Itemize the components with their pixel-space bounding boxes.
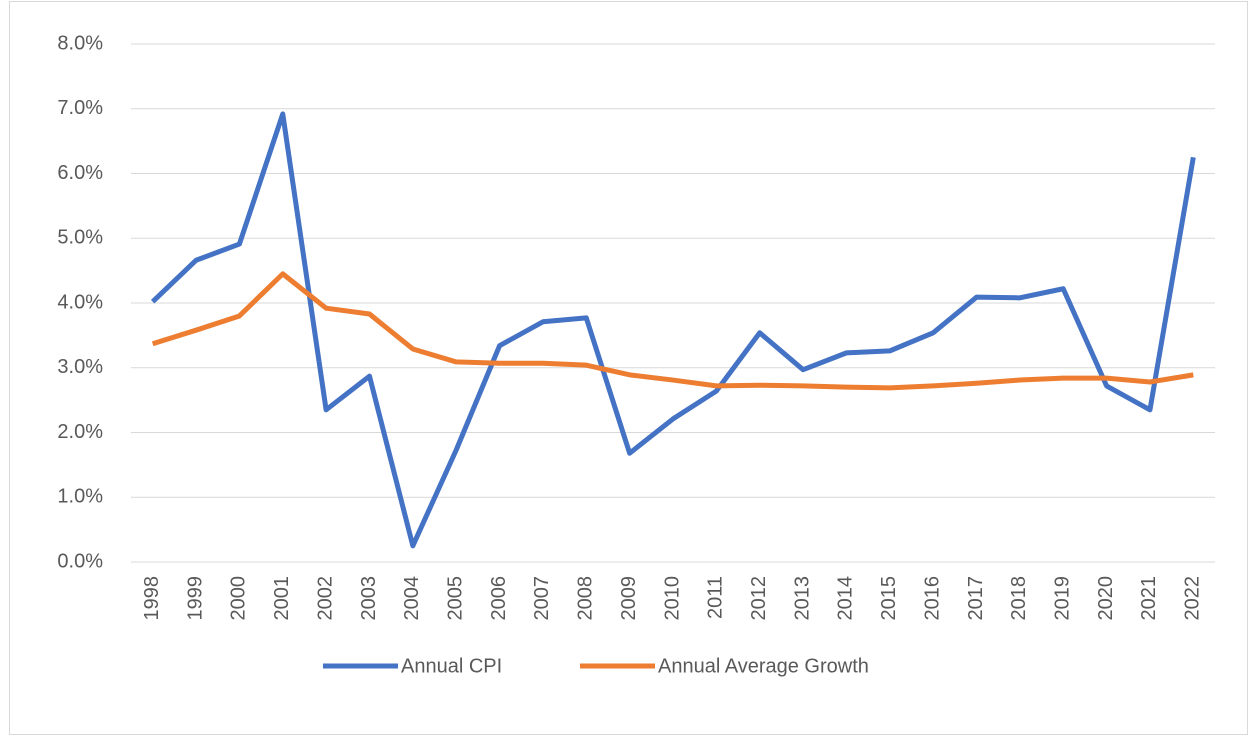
x-tick-label: 1999 [184, 576, 206, 621]
x-tick-label: 2007 [531, 576, 553, 621]
x-tick-label: 2005 [444, 576, 466, 621]
x-tick-label: 2001 [271, 576, 293, 621]
x-tick-label: 2016 [921, 576, 943, 621]
x-tick-label: 1998 [141, 576, 163, 621]
legend-label: Annual CPI [401, 655, 502, 677]
y-tick-label: 5.0% [57, 227, 103, 249]
y-tick-label: 4.0% [57, 291, 103, 313]
x-tick-label: 2015 [878, 576, 900, 621]
x-tick-label: 2000 [228, 576, 250, 621]
x-tick-label: 2014 [835, 576, 857, 621]
y-tick-label: 6.0% [57, 162, 103, 184]
x-tick-label: 2020 [1095, 576, 1117, 621]
y-tick-label: 1.0% [57, 486, 103, 508]
x-tick-label: 2012 [748, 576, 770, 621]
x-tick-label: 2018 [1008, 576, 1030, 621]
x-tick-label: 2004 [401, 576, 423, 621]
x-tick-label: 2006 [488, 576, 510, 621]
x-tick-label: 2008 [575, 576, 597, 621]
x-tick-label: 2003 [358, 576, 380, 621]
x-tick-label: 2002 [314, 576, 336, 621]
y-tick-label: 0.0% [57, 550, 103, 572]
x-tick-label: 2019 [1052, 576, 1074, 621]
y-tick-label: 7.0% [57, 97, 103, 119]
y-tick-label: 2.0% [57, 421, 103, 443]
x-tick-label: 2009 [618, 576, 640, 621]
x-tick-label: 2010 [661, 576, 683, 621]
x-tick-label: 2022 [1182, 576, 1204, 621]
x-tick-label: 2011 [705, 576, 727, 619]
x-tick-label: 2017 [965, 576, 987, 621]
x-tick-label: 2021 [1138, 576, 1160, 621]
x-tick-label: 2013 [791, 576, 813, 621]
legend-label: Annual Average Growth [658, 655, 869, 677]
series-line [150, 111, 1196, 549]
y-tick-label: 8.0% [57, 32, 103, 54]
series-line [151, 271, 1194, 391]
y-tick-label: 3.0% [57, 356, 103, 378]
